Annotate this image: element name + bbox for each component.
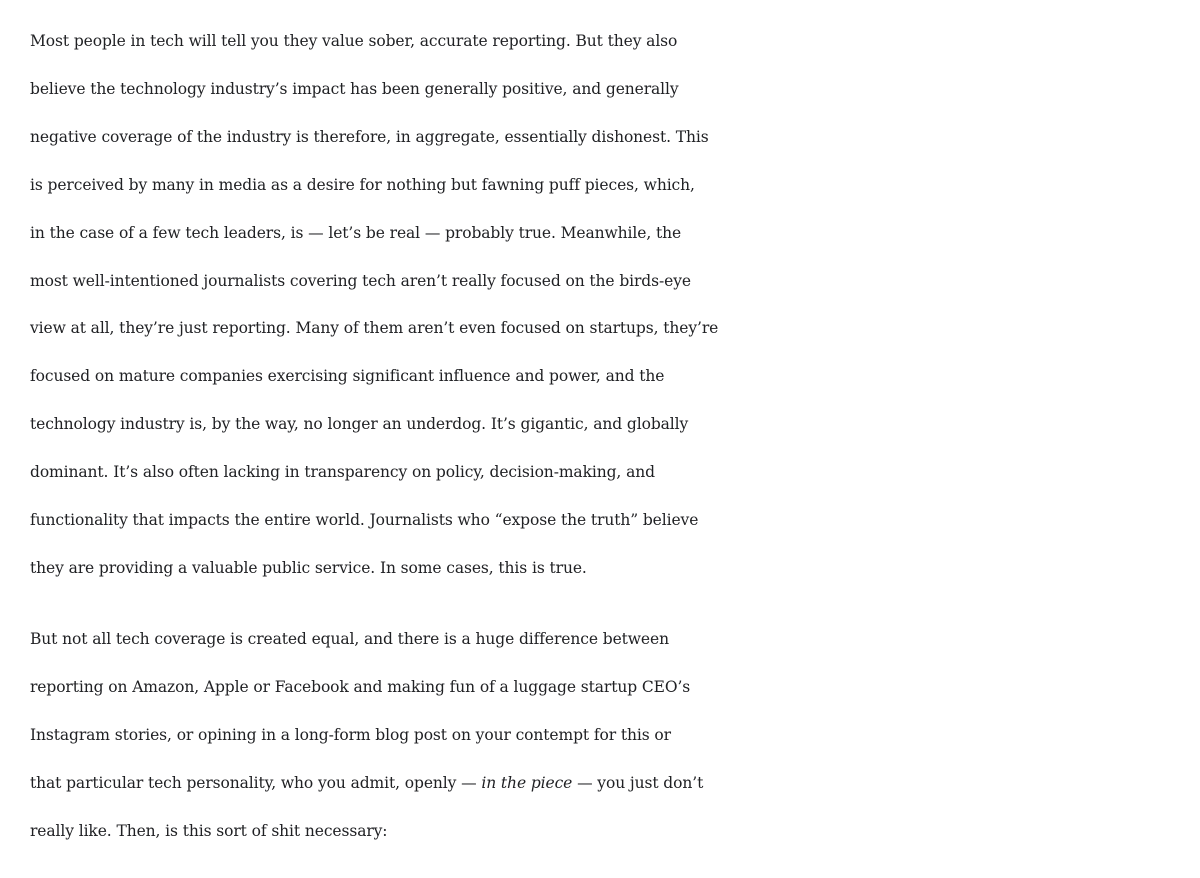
text-line: reporting on Amazon, Apple or Facebook a… [30, 677, 691, 696]
text-segment: — you just don’t [572, 773, 704, 792]
text-line: really like. Then, is this sort of shit … [30, 821, 388, 840]
text-line: most well-intentioned journalists coveri… [30, 271, 691, 290]
emphasis-text: in the piece [481, 773, 573, 792]
text-line: Most people in tech will tell you they v… [30, 32, 678, 50]
text-line: view at all, they’re just reporting. Man… [30, 319, 719, 338]
text-line: But not all tech coverage is created equ… [30, 629, 669, 648]
text-line: in the case of a few tech leaders, is — … [30, 223, 682, 242]
text-line: is perceived by many in media as a desir… [30, 175, 695, 194]
text-line: Instagram stories, or opining in a long-… [30, 725, 671, 744]
text-line: focused on mature companies exercising s… [30, 367, 665, 386]
text-line: dominant. It’s also often lacking in tra… [30, 463, 655, 482]
article-body: Most people in tech will tell you they v… [30, 18, 1198, 878]
text-line: they are providing a valuable public ser… [30, 558, 587, 577]
text-line: technology industry is, by the way, no l… [30, 415, 689, 434]
text-line: believe the technology industry’s impact… [30, 79, 679, 98]
text-line: functionality that impacts the entire wo… [30, 511, 699, 530]
text-line: negative coverage of the industry is the… [30, 127, 709, 146]
paragraph-2: But not all tech coverage is created equ… [30, 616, 1198, 856]
text-segment: that particular tech personality, who yo… [30, 773, 482, 792]
text-line-with-emphasis: that particular tech personality, who yo… [30, 760, 1198, 808]
paragraph-1: Most people in tech will tell you they v… [30, 18, 1198, 593]
